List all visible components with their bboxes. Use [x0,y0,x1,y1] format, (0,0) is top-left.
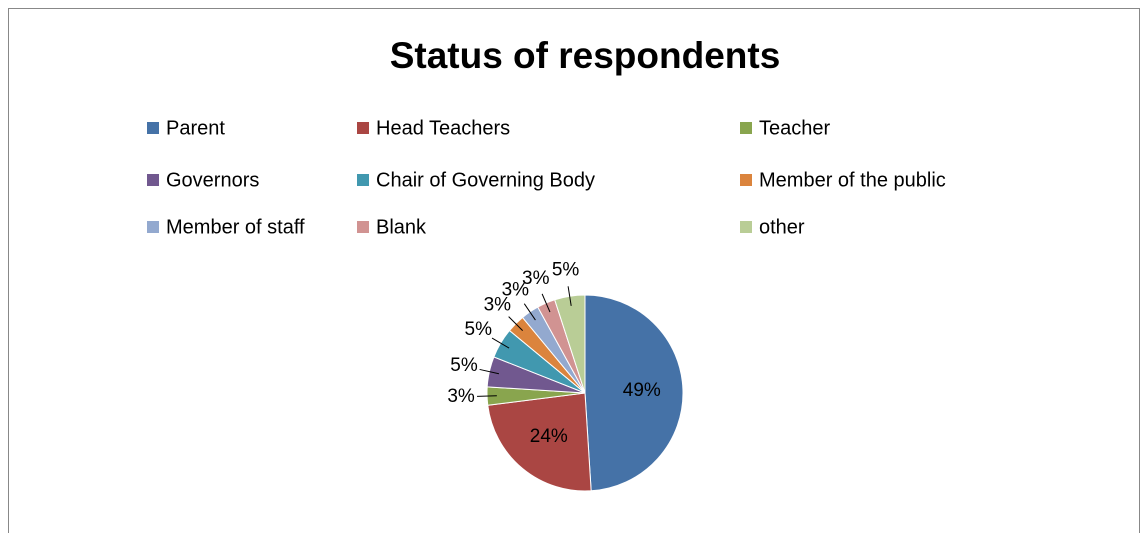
legend-label: Chair of Governing Body [376,169,595,191]
legend-swatch [357,221,369,233]
data-label: 49% [623,380,661,401]
leader-line [477,395,497,397]
legend-label: other [759,216,805,238]
leader-line [479,368,500,375]
leader-line [567,286,572,306]
legend-swatch [147,122,159,134]
legend-swatch [147,174,159,186]
leader-line [523,303,536,321]
legend-swatch [740,221,752,233]
legend-label: Member of staff [166,216,305,238]
pie-slice [584,294,684,492]
data-label: 24% [530,426,568,447]
legend-label: Head Teachers [376,117,510,139]
chart-title: Status of respondents [390,35,781,76]
data-label: 3% [447,386,475,407]
legend-label: Blank [376,216,427,238]
legend-swatch [357,122,369,134]
data-label: 3% [522,268,550,289]
data-label: 5% [465,319,493,340]
legend-label: Parent [166,117,225,139]
pie-slice [487,392,592,492]
data-label: 3% [484,294,512,315]
data-label: 5% [450,355,478,376]
legend-swatch [147,221,159,233]
legend-swatch [740,122,752,134]
leader-line [541,293,551,313]
data-label: 3% [502,279,530,300]
legend-swatch [357,174,369,186]
legend-swatch [740,174,752,186]
leader-line [491,337,510,349]
legend-label: Member of the public [759,169,946,191]
legend-label: Teacher [759,117,830,139]
data-label: 5% [552,260,580,281]
legend-label: Governors [166,169,259,191]
leader-line [508,316,523,331]
